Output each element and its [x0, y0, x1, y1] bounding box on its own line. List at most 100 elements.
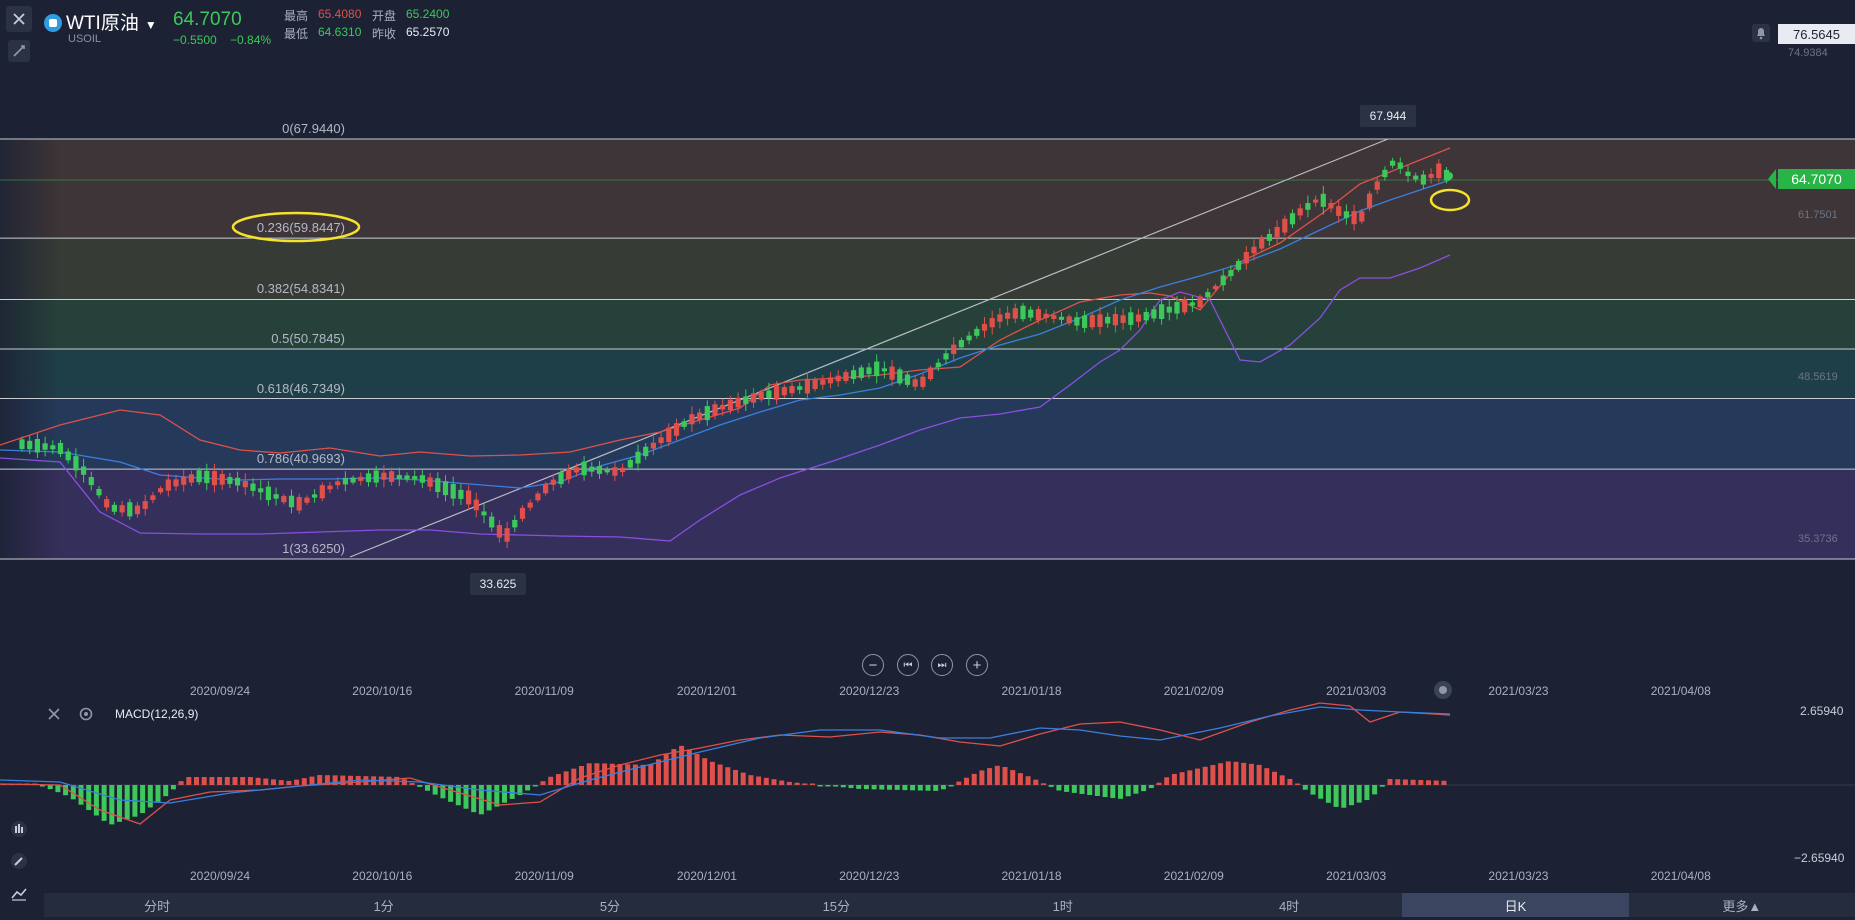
- macd-bar: [625, 764, 631, 785]
- zoom-in-icon[interactable]: +: [966, 654, 988, 676]
- candle-body: [134, 505, 141, 515]
- candle-body: [142, 501, 148, 509]
- macd-bar: [1349, 785, 1354, 806]
- timeframe-tab[interactable]: 日K: [1402, 893, 1629, 917]
- candle-body: [812, 379, 818, 389]
- timeframe-tab[interactable]: 5分: [599, 898, 621, 914]
- line-tool-icon[interactable]: [6, 880, 32, 906]
- macd-bar: [910, 785, 916, 791]
- date-tick: 2021/04/08: [1650, 869, 1711, 883]
- macd-bar: [1156, 782, 1162, 785]
- macd-bar: [1017, 773, 1023, 785]
- skip-end-icon[interactable]: ⏭: [931, 654, 953, 676]
- candle-body: [350, 477, 356, 483]
- candle-body: [519, 507, 526, 519]
- timeframe-tab[interactable]: 15分: [822, 898, 851, 914]
- macd-bar: [1302, 785, 1308, 790]
- candle-body: [781, 386, 787, 396]
- candle-body: [1066, 316, 1072, 324]
- macd-bar: [1071, 785, 1077, 793]
- macd-bar: [602, 763, 608, 785]
- skip-start-icon[interactable]: ⏮: [897, 654, 919, 676]
- zoom-out-icon[interactable]: −: [862, 654, 884, 676]
- timeframe-tab[interactable]: 4时: [1278, 898, 1300, 914]
- candle-body: [181, 476, 187, 485]
- macd-bar: [455, 785, 461, 806]
- candle-body: [211, 471, 218, 486]
- macd-bar: [540, 781, 546, 785]
- macd-bar: [663, 754, 669, 785]
- macd-bar: [679, 745, 685, 785]
- macd-bar: [1333, 785, 1339, 807]
- macd-line: [0, 702, 1451, 825]
- candle-body: [1105, 316, 1111, 324]
- candle-body: [589, 466, 595, 472]
- last-price: 64.7070: [173, 9, 242, 30]
- candle-body: [620, 467, 626, 473]
- macd-bar: [509, 785, 515, 799]
- draw-tool-icon[interactable]: [8, 40, 30, 62]
- candle-body: [897, 369, 903, 384]
- timeframe-tab[interactable]: 更多▲: [1722, 898, 1762, 914]
- macd-bar: [1264, 768, 1270, 785]
- bell-icon[interactable]: [1752, 24, 1770, 42]
- candle-body: [535, 493, 541, 501]
- macd-histogram: [1, 745, 1447, 825]
- timeframe-tab[interactable]: 1分: [373, 898, 394, 914]
- candle-body: [889, 366, 895, 380]
- candle-body: [27, 440, 33, 450]
- open-label: 开盘: [372, 9, 397, 23]
- candle-body: [1143, 311, 1149, 321]
- open-value: 65.2400: [406, 7, 450, 21]
- close-icon[interactable]: [6, 6, 32, 32]
- macd-bar: [994, 765, 1000, 785]
- candle-body: [242, 481, 248, 488]
- macd-bar: [1402, 779, 1408, 785]
- indicator-icon[interactable]: [6, 816, 32, 842]
- macd-bar: [748, 775, 754, 785]
- candle-body: [1028, 309, 1034, 318]
- macd-bar: [640, 764, 646, 785]
- macd-bar: [725, 767, 731, 785]
- macd-bar: [1364, 785, 1370, 801]
- scroll-to-latest-icon[interactable]: [1434, 681, 1452, 699]
- candle-body: [73, 456, 79, 471]
- quote-header: WTI原油 ▼ USOIL 64.7070 −0.5500 −0.84% 最高 6…: [44, 6, 464, 47]
- candle-body: [681, 421, 687, 427]
- macd-bar: [286, 780, 292, 785]
- timeframe-tab[interactable]: 1时: [1052, 898, 1073, 914]
- close-icon[interactable]: [46, 706, 62, 722]
- macd-bar: [170, 785, 176, 790]
- candle-body: [327, 485, 333, 490]
- candle-body: [227, 477, 233, 484]
- prev-close-label: 昨收: [372, 27, 397, 41]
- macd-bar: [1002, 767, 1008, 785]
- candle-body: [1128, 312, 1134, 325]
- axis-tick: 48.5619: [1798, 371, 1838, 383]
- candle-body: [827, 377, 834, 384]
- pencil-icon[interactable]: [6, 848, 32, 874]
- candle-body: [1266, 233, 1272, 241]
- candle-body: [912, 379, 918, 387]
- left-toolbar: [0, 0, 38, 920]
- settings-icon[interactable]: [78, 706, 94, 722]
- price-tag-arrow: [1768, 169, 1776, 189]
- macd-bar: [802, 783, 808, 785]
- macd-bar: [86, 785, 92, 811]
- macd-bar: [1094, 785, 1100, 796]
- candle-body: [881, 368, 887, 372]
- candle-body: [981, 323, 988, 331]
- macd-bar: [733, 769, 738, 785]
- candle-body: [1135, 314, 1142, 322]
- timeframe-tab[interactable]: 分时: [144, 898, 171, 914]
- macd-bar: [340, 775, 346, 785]
- candle-body: [165, 479, 171, 491]
- symbol-selector[interactable]: WTI原油 ▼: [44, 8, 157, 35]
- chevron-down-icon[interactable]: ▼: [144, 18, 157, 32]
- candle-body: [1051, 315, 1057, 319]
- price-highlight: [1429, 188, 1471, 212]
- candle-body: [935, 362, 941, 368]
- candle-body: [150, 495, 156, 500]
- macd-bar: [40, 785, 45, 787]
